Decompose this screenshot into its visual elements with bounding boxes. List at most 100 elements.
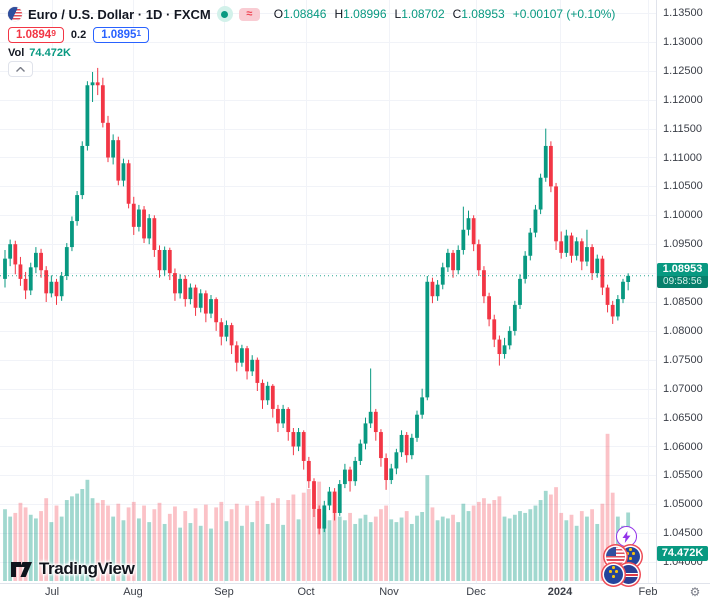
candle [332,491,337,513]
candle [162,249,167,271]
candle [183,278,188,300]
candle [229,325,234,346]
candle [394,452,399,469]
last-price-value: 1.08953 [657,262,708,276]
candle [549,145,553,187]
price-tick-label: 1.04500 [663,527,703,540]
candle [440,267,445,285]
lightning-icon[interactable] [616,526,637,547]
delayed-data-icon[interactable]: ≈ [238,7,260,21]
candle [605,287,610,305]
candle [492,319,497,340]
candle [538,177,543,210]
candle [240,348,244,363]
candle [137,209,141,227]
candle [559,241,564,253]
candle [327,491,332,506]
candle [523,255,528,279]
candle [569,235,574,256]
quote-row: 1.08949 0.2 1.08951 [8,27,150,43]
candle [286,408,291,433]
candle [106,122,110,158]
candle [585,247,589,262]
candle [615,299,620,317]
time-axis[interactable]: Jul Aug Sep Oct Nov Dec 2024 Feb [0,584,710,600]
instrument-flag-icon [8,7,22,21]
price-tick-label: 1.08000 [663,324,703,337]
candle [415,414,419,438]
price-axis[interactable]: 1.13500 1.13000 1.12500 1.12000 1.11500 1.110… [657,0,710,583]
candle [95,82,100,86]
candlesticks [3,67,631,535]
boost-bubble[interactable] [616,526,637,547]
candle [420,397,425,415]
price-tick-label: 1.10500 [663,180,703,193]
candle [564,235,569,253]
candle [173,273,177,294]
low-label: L [394,7,402,21]
price-tick-label: 1.05500 [663,469,703,482]
sell-bid-button[interactable]: 1.08949 [8,27,64,43]
candle [409,437,414,456]
price-tick-label: 1.13500 [663,7,703,19]
candle [296,432,301,447]
related-symbol-us-eu[interactable] [606,547,640,566]
price-tick-label: 1.11500 [663,122,702,135]
candle [167,249,172,274]
candle [255,359,260,383]
market-open-dot-icon[interactable] [216,6,233,22]
candle [476,244,481,271]
price-tick-label: 1.13000 [663,35,703,48]
eu-flag-icon [621,547,640,566]
candle [116,140,121,181]
candle [600,258,605,288]
gear-icon[interactable]: ⚙ [685,584,705,599]
candle [209,299,213,314]
tradingview-logo[interactable]: TradingView [10,559,135,579]
candle [487,296,491,320]
tradingview-logo-mark [11,561,32,577]
candle [471,218,476,245]
candle [100,85,105,123]
candle [152,218,157,250]
symbol-title[interactable]: Euro / U.S. Dollar · 1D · FXCM [28,6,211,22]
related-symbol-eu-gb[interactable] [604,565,638,584]
volume-histogram [3,433,631,581]
price-tick-label: 1.09500 [663,238,703,251]
candle [265,385,270,401]
volume-readout: Vol 74.472K [8,47,71,59]
candle [312,481,316,509]
price-tick-label: 1.07000 [663,382,703,395]
chevron-up-icon[interactable] [8,61,33,77]
vol-value: 74.472K [29,47,71,59]
candle [276,408,280,424]
change-value: +0.00107 (+0.10%) [512,7,616,21]
candle [54,281,59,297]
candle [373,411,378,433]
candle [85,85,90,146]
candle [430,281,435,297]
buy-ask-button[interactable]: 1.08951 [93,27,150,43]
ohlc-values: O1.08846 H1.08996 L1.08702 C1.08953 +0.0… [274,7,616,21]
candle [482,270,486,297]
bar-countdown: 09:58:56 [657,275,708,288]
price-tick-label: 1.12500 [663,64,703,77]
candle [157,249,162,271]
candle [260,382,265,401]
candle [502,345,507,355]
candle [198,293,203,308]
high-label: H [334,7,344,21]
candle [214,299,219,323]
candle [80,145,85,196]
candle [178,278,182,294]
price-tick-label: 1.12000 [663,93,703,106]
low-value: 1.08702 [401,7,445,21]
candle [59,275,64,297]
candle [512,304,517,331]
candle [121,163,126,181]
candle [343,469,347,485]
candle [28,267,33,291]
candle [358,443,363,461]
candle [379,432,383,459]
